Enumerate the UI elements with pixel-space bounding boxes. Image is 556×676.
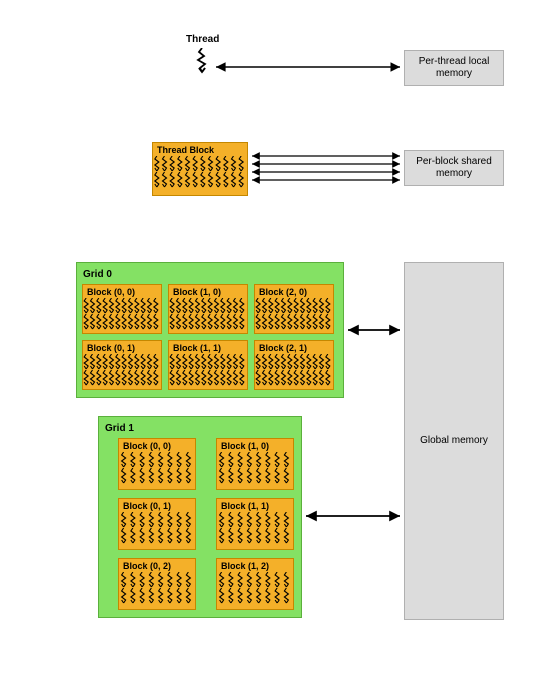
grid0-block: Block (0, 0) — [82, 284, 162, 334]
grid0-block-label: Block (0, 0) — [83, 285, 161, 298]
per-thread-memory-label-2: memory — [436, 68, 472, 80]
grid0-block: Block (2, 0) — [254, 284, 334, 334]
grid1-block-label: Block (0, 2) — [119, 559, 195, 572]
per-thread-memory-box: Per-thread local memory — [404, 50, 504, 86]
per-thread-memory-label-1: Per-thread local — [419, 56, 490, 68]
grid0-block: Block (1, 0) — [168, 284, 248, 334]
thread-block-threads — [153, 156, 247, 188]
grid1-block-label: Block (1, 0) — [217, 439, 293, 452]
grid0-title: Grid 0 — [81, 267, 339, 284]
per-block-memory-box: Per-block shared memory — [404, 150, 504, 186]
grid1-block: Block (1, 1) — [216, 498, 294, 550]
grid1-block: Block (0, 0) — [118, 438, 196, 490]
grid0-block-label: Block (2, 0) — [255, 285, 333, 298]
thread-block-box: Thread Block — [152, 142, 248, 196]
grid1-block: Block (0, 2) — [118, 558, 196, 610]
grid0-block-label: Block (0, 1) — [83, 341, 161, 354]
grid1-block: Block (0, 1) — [118, 498, 196, 550]
grid1-block-label: Block (0, 0) — [119, 439, 195, 452]
per-block-memory-label-2: memory — [436, 168, 472, 180]
per-block-memory-label-1: Per-block shared — [416, 156, 492, 168]
thread-label: Thread — [186, 34, 219, 45]
threadblock-arrows — [248, 150, 404, 186]
grid1-block: Block (1, 0) — [216, 438, 294, 490]
thread-block-title: Thread Block — [153, 143, 247, 156]
thread-arrow — [212, 60, 404, 74]
grid1-arrow — [302, 509, 404, 523]
grid1-block: Block (1, 2) — [216, 558, 294, 610]
grid1-block-label: Block (0, 1) — [119, 499, 195, 512]
grid0-block: Block (0, 1) — [82, 340, 162, 390]
global-memory-box: Global memory — [404, 262, 504, 620]
grid1-block-label: Block (1, 2) — [217, 559, 293, 572]
global-memory-label: Global memory — [420, 435, 488, 447]
grid0-block-label: Block (2, 1) — [255, 341, 333, 354]
grid0-block: Block (2, 1) — [254, 340, 334, 390]
grid0-block-label: Block (1, 0) — [169, 285, 247, 298]
grid0-block-label: Block (1, 1) — [169, 341, 247, 354]
grid0-block: Block (1, 1) — [168, 340, 248, 390]
grid1-title: Grid 1 — [103, 421, 297, 438]
grid1-block-label: Block (1, 1) — [217, 499, 293, 512]
grid0-arrow — [344, 323, 404, 337]
thread-glyph — [196, 48, 208, 81]
